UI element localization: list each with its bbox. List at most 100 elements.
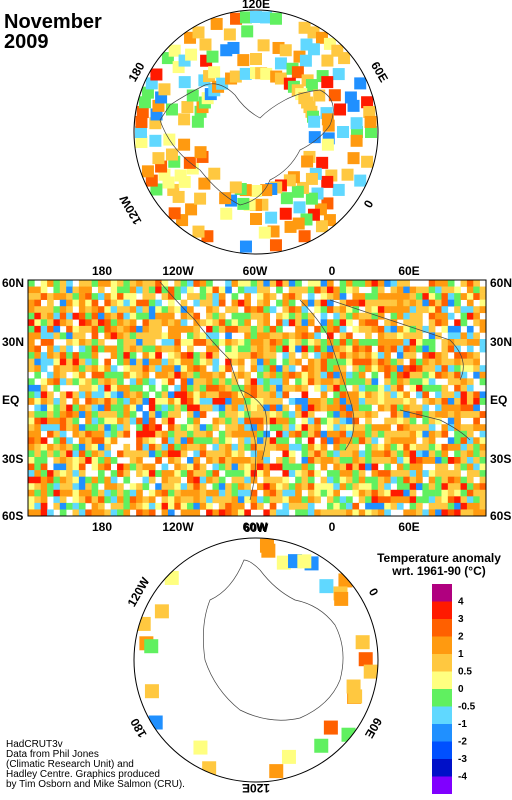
anomaly-cell bbox=[180, 430, 188, 438]
anomaly-cell bbox=[346, 306, 353, 314]
anomaly-cell bbox=[260, 11, 273, 24]
world-map: 180 120W 60W 0 60E 180 120W 60W 0 60E 60… bbox=[2, 264, 512, 534]
anomaly-cell bbox=[237, 299, 245, 307]
anomaly-cell bbox=[396, 306, 404, 314]
anomaly-cell bbox=[78, 470, 86, 477]
anomaly-cell bbox=[441, 496, 449, 504]
anomaly-cell bbox=[441, 398, 449, 405]
anomaly-cell bbox=[416, 345, 423, 353]
anomaly-cell bbox=[403, 443, 410, 451]
anomaly-cell bbox=[326, 332, 334, 340]
anomaly-cell bbox=[206, 470, 213, 477]
anomaly-cell bbox=[40, 417, 48, 425]
anomaly-cell bbox=[260, 184, 273, 197]
anomaly-cell bbox=[66, 424, 73, 432]
anomaly-cell bbox=[384, 319, 391, 327]
anomaly-cell bbox=[117, 411, 124, 418]
anomaly-cell bbox=[314, 509, 321, 516]
anomaly-cell bbox=[174, 404, 181, 412]
anomaly-cell bbox=[161, 502, 169, 510]
anomaly-cell bbox=[72, 293, 80, 300]
anomaly-cell bbox=[167, 358, 175, 366]
anomaly-cell bbox=[441, 463, 449, 471]
anomaly-cell bbox=[136, 483, 143, 491]
anomaly-cell bbox=[447, 483, 455, 491]
anomaly-cell bbox=[180, 437, 188, 445]
anomaly-cell bbox=[59, 496, 67, 504]
anomaly-cell bbox=[187, 502, 194, 510]
anomaly-cell bbox=[403, 391, 410, 399]
anomaly-cell bbox=[85, 430, 92, 438]
anomaly-cell bbox=[78, 463, 86, 471]
anomaly-cell bbox=[390, 371, 398, 379]
anomaly-cell bbox=[282, 502, 290, 510]
anomaly-cell bbox=[346, 332, 353, 340]
anomaly-cell bbox=[390, 450, 398, 458]
anomaly-cell bbox=[447, 378, 455, 386]
anomaly-cell bbox=[229, 70, 242, 83]
anomaly-cell bbox=[193, 299, 201, 307]
anomaly-cell bbox=[422, 483, 430, 491]
anomaly-cell bbox=[291, 66, 304, 79]
anomaly-cell bbox=[40, 391, 48, 399]
anomaly-cell bbox=[129, 391, 137, 399]
anomaly-cell bbox=[231, 496, 239, 504]
anomaly-cell bbox=[301, 384, 309, 392]
anomaly-cell bbox=[72, 325, 80, 333]
anomaly-cell bbox=[326, 470, 334, 477]
anomaly-cell bbox=[466, 476, 474, 484]
legend-swatch bbox=[432, 724, 452, 742]
anomaly-cell bbox=[384, 476, 391, 484]
anomaly-cell bbox=[276, 365, 283, 373]
anomaly-cell bbox=[53, 332, 61, 340]
anomaly-cell bbox=[155, 312, 162, 320]
anomaly-cell bbox=[339, 502, 347, 510]
anomaly-cell bbox=[66, 378, 73, 386]
anomaly-cell bbox=[104, 319, 111, 327]
anomaly-cell bbox=[206, 325, 213, 333]
anomaly-cell bbox=[333, 470, 340, 477]
anomaly-cell bbox=[295, 293, 302, 300]
anomaly-cell bbox=[136, 306, 143, 314]
anomaly-cell bbox=[428, 437, 436, 445]
anomaly-cell bbox=[333, 312, 340, 320]
anomaly-cell bbox=[355, 635, 370, 650]
anomaly-cell bbox=[371, 306, 379, 314]
anomaly-cell bbox=[288, 352, 296, 359]
anomaly-cell bbox=[117, 345, 124, 353]
anomaly-cell bbox=[479, 424, 486, 432]
anomaly-cell bbox=[123, 306, 131, 314]
anomaly-cell bbox=[239, 67, 252, 80]
anomaly-cell bbox=[78, 332, 86, 340]
anomaly-cell bbox=[377, 476, 385, 484]
anomaly-cell bbox=[422, 325, 430, 333]
anomaly-cell bbox=[384, 345, 391, 353]
anomaly-cell bbox=[409, 411, 417, 418]
north-rim bbox=[133, 9, 379, 255]
anomaly-cell bbox=[148, 404, 156, 412]
anomaly-cell bbox=[66, 502, 73, 510]
anomaly-cell bbox=[148, 502, 156, 510]
anomaly-cell bbox=[466, 286, 474, 294]
anomaly-cell bbox=[237, 509, 245, 516]
anomaly-cell bbox=[161, 509, 169, 516]
anomaly-cell bbox=[333, 404, 340, 412]
anomaly-cell bbox=[47, 319, 54, 327]
anomaly-cell bbox=[326, 483, 334, 491]
anomaly-cell bbox=[435, 365, 442, 373]
anomaly-cell bbox=[212, 312, 220, 320]
anomaly-cell bbox=[167, 443, 175, 451]
anomaly-cell bbox=[473, 365, 480, 373]
anomaly-cell bbox=[199, 463, 207, 471]
anomaly-cell bbox=[384, 306, 391, 314]
anomaly-cell bbox=[158, 83, 171, 96]
anomaly-cell bbox=[396, 332, 404, 340]
anomaly-cell bbox=[282, 430, 290, 438]
anomaly-cell bbox=[78, 293, 86, 300]
anomaly-cell bbox=[129, 417, 137, 425]
anomaly-cell bbox=[148, 509, 156, 516]
anomaly-cell bbox=[85, 325, 92, 333]
anomaly-cell bbox=[47, 378, 54, 386]
anomaly-cell bbox=[110, 345, 118, 353]
anomaly-cell bbox=[435, 509, 442, 516]
